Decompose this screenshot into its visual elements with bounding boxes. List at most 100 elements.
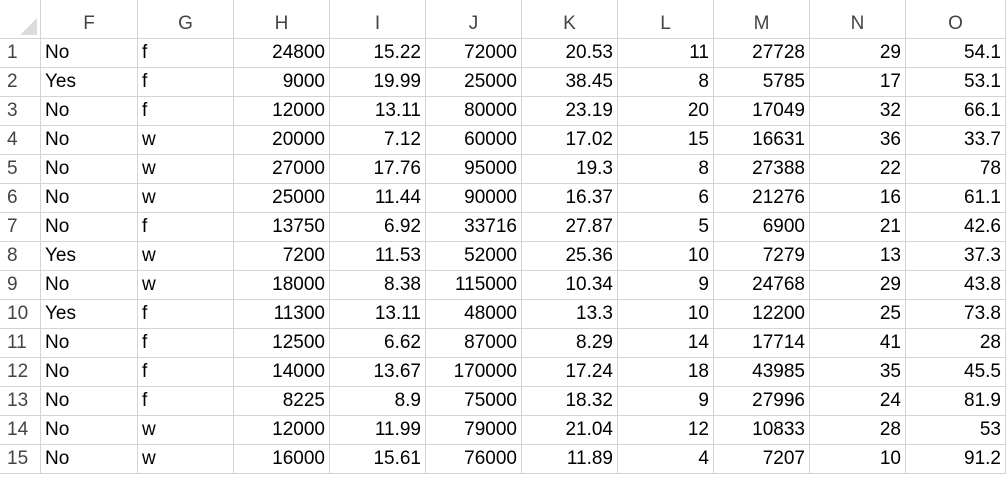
cell-h[interactable]: 24800 [234, 39, 330, 68]
cell-m[interactable]: 17714 [714, 329, 810, 358]
cell-n[interactable]: 32 [810, 97, 906, 126]
cell-j[interactable]: 33716 [426, 213, 522, 242]
cell-f[interactable]: No [41, 271, 138, 300]
cell-l[interactable]: 12 [618, 416, 714, 445]
column-header-m[interactable]: M [714, 0, 810, 39]
cell-g[interactable]: f [138, 213, 234, 242]
cell-f[interactable]: No [41, 213, 138, 242]
cell-i[interactable]: 15.61 [330, 445, 426, 474]
cell-j[interactable]: 90000 [426, 184, 522, 213]
cell-g[interactable]: w [138, 126, 234, 155]
cell-l[interactable]: 10 [618, 300, 714, 329]
column-header-f[interactable]: F [41, 0, 138, 39]
cell-o[interactable]: 91.2 [906, 445, 1006, 474]
cell-m[interactable]: 7279 [714, 242, 810, 271]
cell-m[interactable]: 17049 [714, 97, 810, 126]
cell-m[interactable]: 43985 [714, 358, 810, 387]
cell-h[interactable]: 12000 [234, 416, 330, 445]
cell-g[interactable]: f [138, 300, 234, 329]
column-header-l[interactable]: L [618, 0, 714, 39]
cell-i[interactable]: 19.99 [330, 68, 426, 97]
cell-g[interactable]: w [138, 445, 234, 474]
column-header-j[interactable]: J [426, 0, 522, 39]
cell-m[interactable]: 27728 [714, 39, 810, 68]
column-header-h[interactable]: H [234, 0, 330, 39]
cell-n[interactable]: 29 [810, 271, 906, 300]
cell-f[interactable]: Yes [41, 242, 138, 271]
cell-f[interactable]: Yes [41, 300, 138, 329]
cell-l[interactable]: 10 [618, 242, 714, 271]
cell-k[interactable]: 19.3 [522, 155, 618, 184]
row-header[interactable]: 12 [0, 358, 41, 387]
cell-o[interactable]: 54.1 [906, 39, 1006, 68]
cell-o[interactable]: 81.9 [906, 387, 1006, 416]
cell-i[interactable]: 6.62 [330, 329, 426, 358]
cell-k[interactable]: 25.36 [522, 242, 618, 271]
cell-l[interactable]: 14 [618, 329, 714, 358]
cell-j[interactable]: 48000 [426, 300, 522, 329]
cell-i[interactable]: 8.38 [330, 271, 426, 300]
cell-n[interactable]: 25 [810, 300, 906, 329]
row-header[interactable]: 4 [0, 126, 41, 155]
cell-k[interactable]: 21.04 [522, 416, 618, 445]
cell-m[interactable]: 27996 [714, 387, 810, 416]
column-header-o[interactable]: O [906, 0, 1006, 39]
cell-h[interactable]: 7200 [234, 242, 330, 271]
cell-o[interactable]: 53.1 [906, 68, 1006, 97]
cell-l[interactable]: 5 [618, 213, 714, 242]
cell-n[interactable]: 24 [810, 387, 906, 416]
row-header[interactable]: 9 [0, 271, 41, 300]
cell-n[interactable]: 17 [810, 68, 906, 97]
cell-f[interactable]: No [41, 329, 138, 358]
cell-i[interactable]: 8.9 [330, 387, 426, 416]
cell-n[interactable]: 22 [810, 155, 906, 184]
cell-o[interactable]: 53 [906, 416, 1006, 445]
select-all-button[interactable] [0, 0, 41, 39]
cell-o[interactable]: 28 [906, 329, 1006, 358]
cell-j[interactable]: 115000 [426, 271, 522, 300]
cell-h[interactable]: 11300 [234, 300, 330, 329]
cell-n[interactable]: 29 [810, 39, 906, 68]
cell-j[interactable]: 52000 [426, 242, 522, 271]
row-header[interactable]: 2 [0, 68, 41, 97]
row-header[interactable]: 3 [0, 97, 41, 126]
cell-f[interactable]: Yes [41, 68, 138, 97]
cell-n[interactable]: 10 [810, 445, 906, 474]
cell-n[interactable]: 21 [810, 213, 906, 242]
row-header[interactable]: 14 [0, 416, 41, 445]
cell-f[interactable]: No [41, 39, 138, 68]
cell-g[interactable]: w [138, 155, 234, 184]
cell-k[interactable]: 13.3 [522, 300, 618, 329]
cell-j[interactable]: 76000 [426, 445, 522, 474]
cell-h[interactable]: 8225 [234, 387, 330, 416]
cell-j[interactable]: 75000 [426, 387, 522, 416]
cell-o[interactable]: 45.5 [906, 358, 1006, 387]
cell-l[interactable]: 18 [618, 358, 714, 387]
cell-o[interactable]: 73.8 [906, 300, 1006, 329]
cell-f[interactable]: No [41, 97, 138, 126]
row-header[interactable]: 6 [0, 184, 41, 213]
cell-f[interactable]: No [41, 184, 138, 213]
column-header-n[interactable]: N [810, 0, 906, 39]
cell-m[interactable]: 27388 [714, 155, 810, 184]
cell-k[interactable]: 8.29 [522, 329, 618, 358]
cell-l[interactable]: 9 [618, 271, 714, 300]
cell-l[interactable]: 11 [618, 39, 714, 68]
cell-i[interactable]: 11.53 [330, 242, 426, 271]
column-header-i[interactable]: I [330, 0, 426, 39]
cell-j[interactable]: 80000 [426, 97, 522, 126]
cell-l[interactable]: 6 [618, 184, 714, 213]
cell-o[interactable]: 78 [906, 155, 1006, 184]
cell-o[interactable]: 33.7 [906, 126, 1006, 155]
cell-k[interactable]: 11.89 [522, 445, 618, 474]
cell-j[interactable]: 25000 [426, 68, 522, 97]
cell-m[interactable]: 7207 [714, 445, 810, 474]
cell-k[interactable]: 20.53 [522, 39, 618, 68]
cell-k[interactable]: 16.37 [522, 184, 618, 213]
cell-g[interactable]: f [138, 387, 234, 416]
cell-j[interactable]: 72000 [426, 39, 522, 68]
cell-h[interactable]: 20000 [234, 126, 330, 155]
cell-k[interactable]: 23.19 [522, 97, 618, 126]
cell-n[interactable]: 36 [810, 126, 906, 155]
row-header[interactable]: 10 [0, 300, 41, 329]
